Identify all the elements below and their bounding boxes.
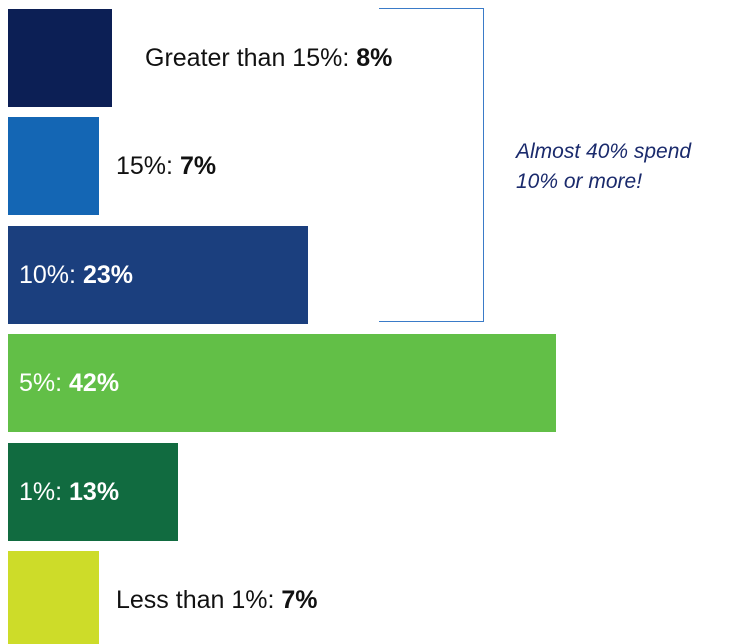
bar-label-prefix: 10%: xyxy=(19,261,83,289)
bar-label-value: 13% xyxy=(69,478,120,506)
bar-label-3: 5%: 42% xyxy=(19,368,119,398)
bar-4 xyxy=(8,443,178,541)
annotation-text: Almost 40% spend 10% or more! xyxy=(516,137,691,197)
bar-label-prefix: Greater than 15%: xyxy=(145,44,357,72)
bar-label-prefix: 1%: xyxy=(19,478,70,506)
annotation-line-2: 10% or more! xyxy=(516,170,643,193)
bar-label-0: Greater than 15%: 8% xyxy=(145,43,392,73)
bar-label-prefix: 15%: xyxy=(116,152,180,180)
bar-label-value: 7% xyxy=(281,586,318,614)
bar-3 xyxy=(8,334,556,432)
bar-label-2: 10%: 23% xyxy=(19,260,133,290)
bar-label-prefix: Less than 1%: xyxy=(116,586,282,614)
annotation-line-1: Almost 40% spend xyxy=(516,140,692,163)
top-three-bracket xyxy=(379,8,484,322)
bar-label-4: 1%: 13% xyxy=(19,477,119,507)
bar-label-value: 8% xyxy=(356,44,393,72)
bar-5 xyxy=(8,551,99,644)
bar-1 xyxy=(8,117,99,215)
bar-0 xyxy=(8,9,112,107)
bar-label-value: 42% xyxy=(69,369,120,397)
bar-label-value: 7% xyxy=(179,152,217,180)
bar-label-prefix: 5%: xyxy=(19,369,70,397)
bar-label-value: 23% xyxy=(82,261,133,289)
bar-2 xyxy=(8,226,308,324)
bar-label-1: 15%: 7% xyxy=(116,151,216,181)
bar-label-5: Less than 1%: 7% xyxy=(116,585,318,615)
